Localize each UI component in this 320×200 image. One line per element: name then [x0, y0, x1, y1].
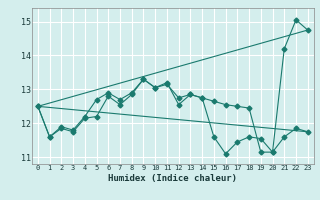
X-axis label: Humidex (Indice chaleur): Humidex (Indice chaleur)	[108, 174, 237, 183]
